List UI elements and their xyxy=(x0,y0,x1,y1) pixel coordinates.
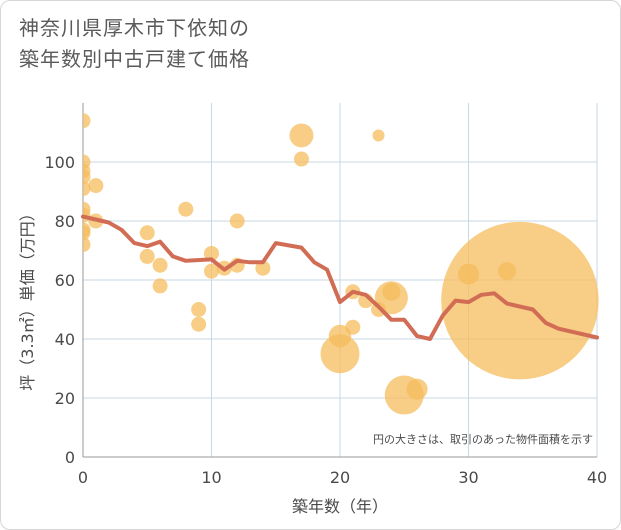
trend-line xyxy=(81,214,599,341)
scatter-point xyxy=(255,260,271,276)
scatter-point xyxy=(374,281,408,315)
chart-title: 神奈川県厚木市下依知の 築年数別中古戸建て価格 xyxy=(19,13,250,75)
scatter-point xyxy=(83,237,91,253)
scatter-point xyxy=(83,113,91,129)
scatter-point xyxy=(441,221,599,380)
scatter-point xyxy=(83,169,91,185)
chart-title-line1: 神奈川県厚木市下依知の xyxy=(19,16,250,40)
tick-labels: 0 10 20 30 40 0 20 40 60 80 100 xyxy=(44,153,607,487)
scatter-point xyxy=(83,225,91,241)
scatter-point xyxy=(83,181,91,197)
scatter-point xyxy=(289,123,314,148)
x-tick-label: 30 xyxy=(458,468,478,487)
y-tick-label: 40 xyxy=(55,330,75,349)
scatter-point xyxy=(293,151,309,167)
scatter-point xyxy=(139,225,155,241)
scatter-point xyxy=(229,213,245,229)
scatter-point xyxy=(139,248,155,264)
scatter-point xyxy=(372,129,385,142)
scatter-points xyxy=(83,113,599,415)
size-note: 円の大きさは、取引のあった物件面積を示す xyxy=(373,432,593,446)
x-tick-label: 40 xyxy=(587,468,607,487)
scatter-point xyxy=(88,178,104,194)
y-tick-label: 0 xyxy=(65,448,75,467)
y-axis-label: 坪（3.3㎡）単価（万円） xyxy=(18,205,37,390)
scatter-point xyxy=(191,302,207,317)
x-axis-label: 築年数（年） xyxy=(292,497,388,516)
x-tick-label: 20 xyxy=(330,468,350,487)
scatter-point xyxy=(204,245,219,261)
scatter-point xyxy=(191,316,207,332)
y-tick-label: 20 xyxy=(55,389,75,408)
scatter-point xyxy=(152,278,168,294)
x-tick-label: 0 xyxy=(78,468,88,487)
scatter-point xyxy=(204,263,219,279)
scatter-point xyxy=(152,257,168,273)
x-tick-label: 10 xyxy=(201,468,221,487)
y-tick-label: 100 xyxy=(44,153,75,172)
scatter-point xyxy=(178,201,194,217)
trend-line-group xyxy=(81,214,599,341)
y-tick-label: 60 xyxy=(55,271,75,290)
chart-title-line2: 築年数別中古戸建て価格 xyxy=(19,47,250,71)
y-tick-label: 80 xyxy=(55,212,75,231)
scatter-point xyxy=(406,378,428,400)
scatter-point xyxy=(345,319,361,335)
scatter-point xyxy=(320,334,360,374)
